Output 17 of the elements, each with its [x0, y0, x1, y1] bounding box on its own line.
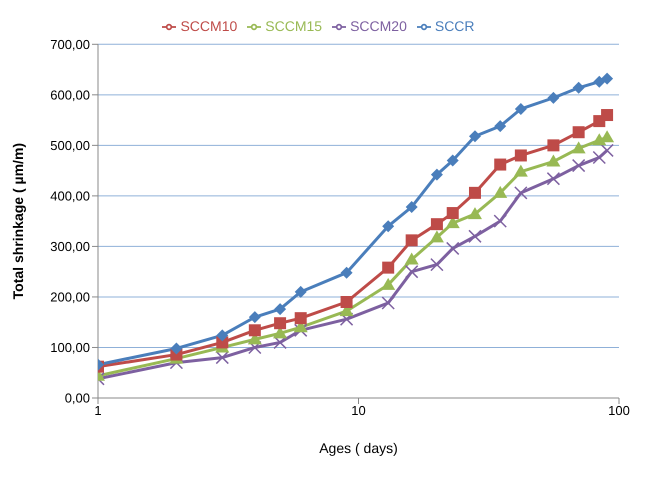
y-tick-label: 300,00: [50, 239, 90, 254]
legend-label: SCCM20: [350, 18, 407, 34]
x-axis-title: Ages ( days): [319, 440, 398, 456]
x-tick-label: 1: [94, 403, 102, 418]
y-tick-label: 200,00: [50, 290, 90, 305]
y-tick-label: 0,00: [64, 390, 90, 406]
y-tick-label: 500,00: [50, 138, 90, 153]
x-tick-label: 10: [351, 403, 366, 418]
legend-label: SCCM15: [265, 18, 322, 34]
x-tick-label: 100: [608, 403, 630, 418]
y-tick-label: 400,00: [50, 188, 90, 204]
y-tick-label: 100,00: [50, 340, 90, 356]
legend-label: SCCR: [434, 18, 475, 34]
y-axis-title: Total shrinkage ( µm/m): [10, 142, 26, 300]
legend-label: SCCM10: [180, 18, 238, 34]
y-tick-label: 700,00: [50, 36, 90, 52]
y-tick-label: 600,00: [50, 87, 90, 102]
